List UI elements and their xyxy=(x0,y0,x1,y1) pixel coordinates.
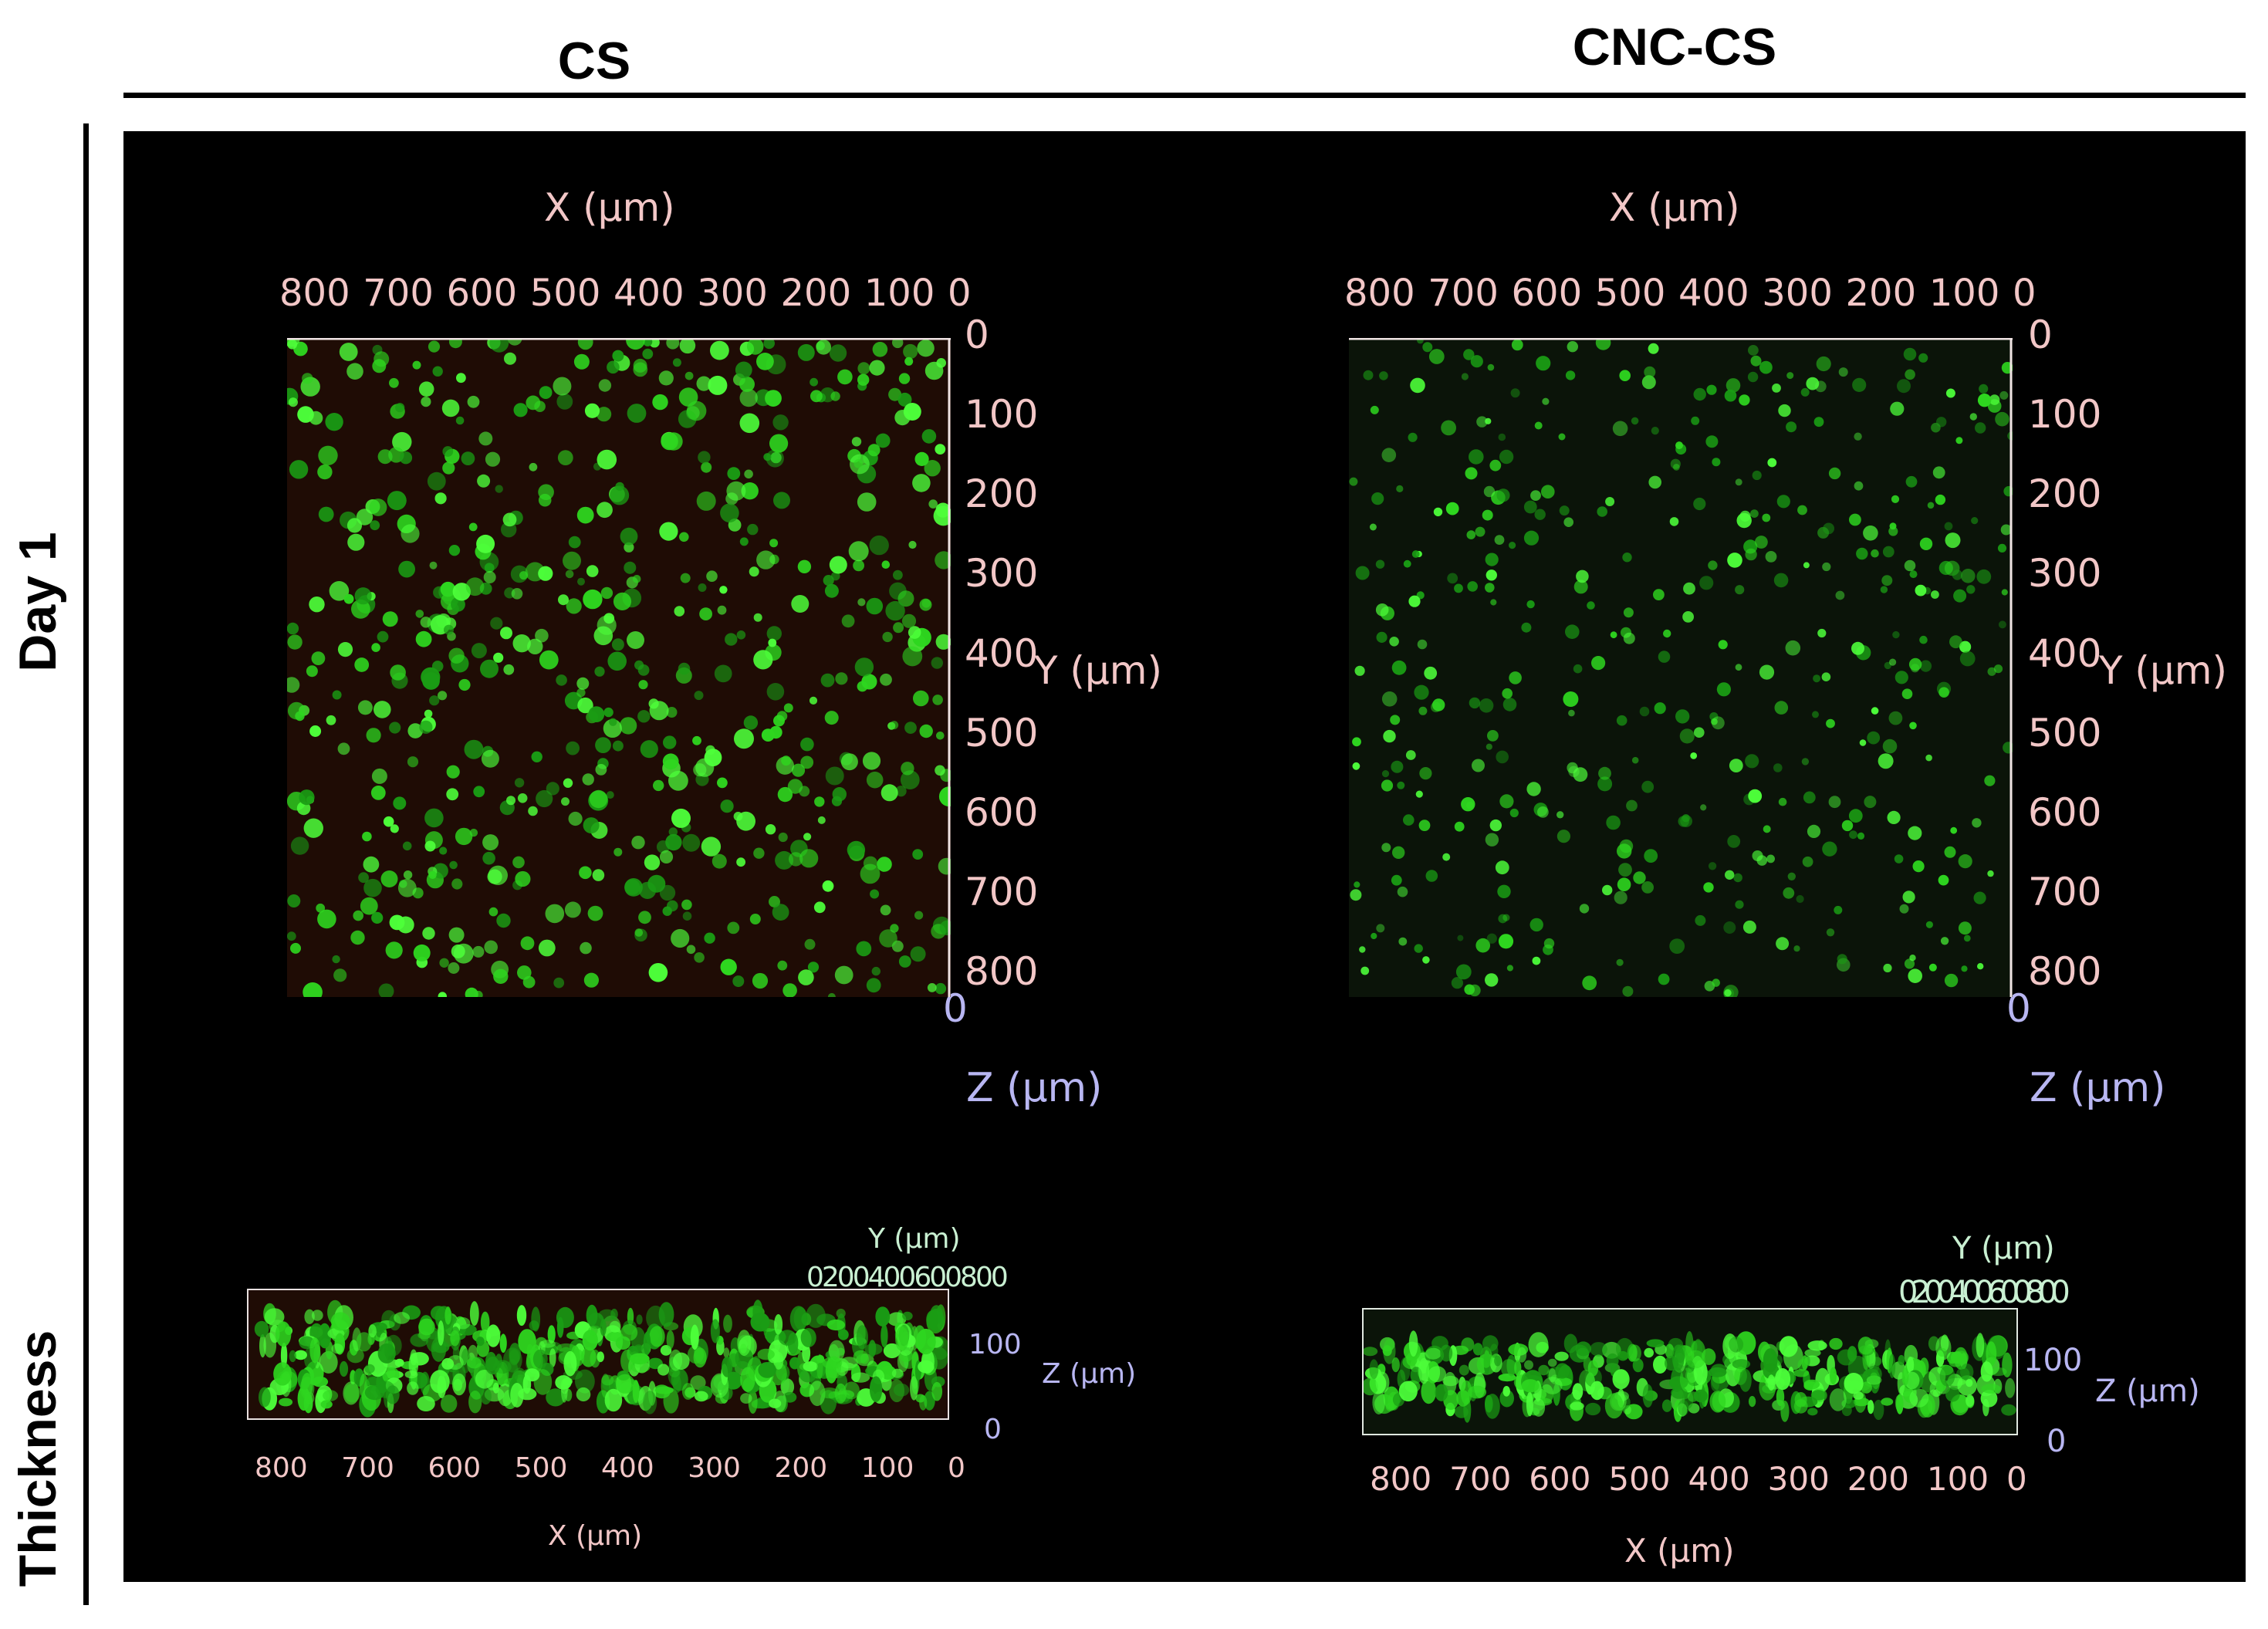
cs-side-x-tick-100: 100 xyxy=(860,1452,914,1484)
cnc-side-view-image xyxy=(1362,1308,2018,1435)
cs-top-y-tick-400: 400 xyxy=(965,630,1039,676)
cs-side-y-title: Y (µm) xyxy=(868,1223,961,1255)
cs-top-x-tick-300: 300 xyxy=(697,272,768,315)
cnc-top-x-tick-500: 500 xyxy=(1594,272,1666,315)
cs-top-z-title: Z (µm) xyxy=(966,1065,1103,1111)
cs-side-cells xyxy=(247,1289,949,1420)
cnc-top-x-tick-200: 200 xyxy=(1845,272,1917,315)
cs-top-view-image xyxy=(287,338,951,997)
cs-top-y-tick-200: 200 xyxy=(965,471,1039,517)
cnc-top-x-title: X (µm) xyxy=(1609,185,1740,230)
row-header-thickness: Thickness xyxy=(8,1330,67,1587)
column-header-cnc-cs: CNC-CS xyxy=(1572,18,1777,76)
header-rule xyxy=(123,93,2246,98)
cnc-side-x-title: X (µm) xyxy=(1624,1532,1735,1570)
cnc-top-x-tick-400: 400 xyxy=(1678,272,1749,315)
cs-side-x-tick-800: 800 xyxy=(255,1452,308,1484)
cnc-top-x-tick-600: 600 xyxy=(1511,272,1583,315)
cnc-side-z-tick-0: 0 xyxy=(2047,1424,2067,1459)
cs-top-y-tick-300: 300 xyxy=(965,551,1039,597)
cnc-top-y-tick-100: 100 xyxy=(2028,392,2102,438)
row-rule xyxy=(83,123,89,1605)
cnc-top-x-tick-300: 300 xyxy=(1762,272,1833,315)
cs-top-y-tick-100: 100 xyxy=(965,392,1039,438)
cnc-side-x-tick-700: 700 xyxy=(1449,1460,1512,1498)
cs-side-x-tick-200: 200 xyxy=(774,1452,828,1484)
row-header-day1: Day 1 xyxy=(8,532,67,672)
cs-side-x-title: X (µm) xyxy=(548,1520,643,1552)
cnc-top-y-tick-300: 300 xyxy=(2028,551,2102,597)
cnc-side-x-tick-500: 500 xyxy=(1608,1460,1671,1498)
cnc-side-x-tick-200: 200 xyxy=(1847,1460,1909,1498)
cnc-top-y-tick-500: 500 xyxy=(2028,710,2102,755)
cnc-top-x-tick-800: 800 xyxy=(1344,272,1415,315)
cs-top-y-title: Y (µm) xyxy=(1034,648,1162,693)
cs-side-x-tick-0: 0 xyxy=(948,1452,965,1484)
cs-side-y-ticks: 0200400600800 xyxy=(806,1262,1009,1293)
cnc-side-z-tick-100: 100 xyxy=(2023,1343,2083,1378)
cnc-top-z-title: Z (µm) xyxy=(2030,1065,2166,1111)
cs-top-x-tick-700: 700 xyxy=(363,272,434,315)
cnc-side-y-title: Y (µm) xyxy=(1952,1231,2055,1266)
cnc-top-y-tick-600: 600 xyxy=(2028,789,2102,835)
cnc-side-x-tick-800: 800 xyxy=(1370,1460,1432,1498)
cs-top-x-title: X (µm) xyxy=(544,185,675,230)
cnc-side-cells xyxy=(1362,1308,2018,1435)
cnc-side-x-tick-600: 600 xyxy=(1529,1460,1591,1498)
cs-side-x-tick-400: 400 xyxy=(601,1452,654,1484)
cnc-side-x-tick-0: 0 xyxy=(2006,1460,2027,1498)
cs-side-x-tick-700: 700 xyxy=(341,1452,394,1484)
cs-side-x-tick-600: 600 xyxy=(428,1452,482,1484)
cnc-top-x-tick-0: 0 xyxy=(2013,272,2036,315)
cs-top-y-tick-800: 800 xyxy=(965,949,1039,994)
cs-top-x-tick-100: 100 xyxy=(864,272,935,315)
cnc-top-y-title: Y (µm) xyxy=(2099,648,2227,693)
cs-top-x-tick-600: 600 xyxy=(446,272,518,315)
cnc-top-y-tick-700: 700 xyxy=(2028,869,2102,914)
cnc-side-z-title: Z (µm) xyxy=(2095,1374,2200,1409)
cs-top-x-tick-0: 0 xyxy=(948,272,972,315)
cnc-top-y-tick-200: 200 xyxy=(2028,471,2102,517)
cs-top-x-tick-400: 400 xyxy=(613,272,684,315)
cnc-side-x-tick-100: 100 xyxy=(1926,1460,1989,1498)
cs-side-view-image xyxy=(247,1289,949,1420)
cnc-side-x-tick-300: 300 xyxy=(1767,1460,1830,1498)
cnc-side-x-tick-400: 400 xyxy=(1688,1460,1750,1498)
cs-side-z-tick-100: 100 xyxy=(968,1329,1022,1360)
cnc-top-y-tick-0: 0 xyxy=(2028,313,2053,357)
cnc-side-y-ticks: 0200400600800 xyxy=(1898,1275,2070,1310)
cs-top-y-tick-700: 700 xyxy=(965,869,1039,914)
column-header-cs: CS xyxy=(557,32,631,90)
cs-side-z-tick-0: 0 xyxy=(984,1414,1002,1445)
cs-side-x-tick-500: 500 xyxy=(514,1452,568,1484)
cs-top-cells xyxy=(287,338,951,997)
cs-top-x-tick-500: 500 xyxy=(529,272,601,315)
cs-top-x-tick-200: 200 xyxy=(780,272,852,315)
cs-side-x-tick-300: 300 xyxy=(688,1452,741,1484)
cnc-top-cells xyxy=(1349,338,2013,997)
cnc-top-view-image xyxy=(1349,338,2013,997)
cs-top-y-tick-0: 0 xyxy=(965,313,989,357)
cnc-top-y-tick-400: 400 xyxy=(2028,630,2102,676)
cs-top-y-tick-600: 600 xyxy=(965,789,1039,835)
cs-top-y-tick-500: 500 xyxy=(965,710,1039,755)
cnc-top-x-tick-100: 100 xyxy=(1928,272,2000,315)
cs-side-z-title: Z (µm) xyxy=(1042,1358,1137,1390)
cs-top-x-tick-800: 800 xyxy=(279,272,350,315)
cnc-top-x-tick-700: 700 xyxy=(1428,272,1499,315)
cnc-top-y-tick-800: 800 xyxy=(2028,949,2102,994)
